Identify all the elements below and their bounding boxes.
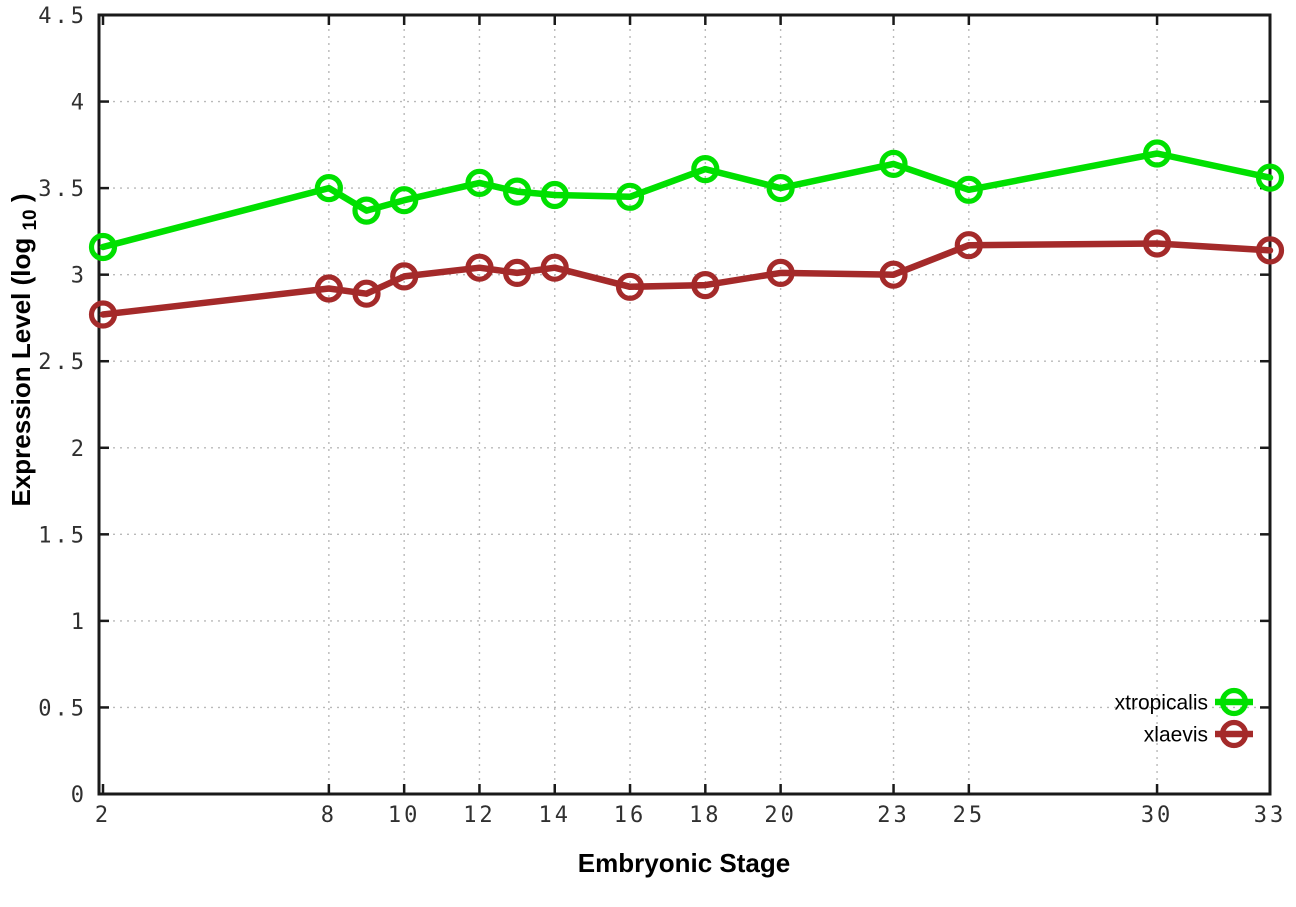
xtropicalis-point [88,232,118,262]
xlaevis-point [314,274,343,303]
y-tick-label: 4.5 [38,4,87,29]
legend-marker-icon [1219,719,1249,749]
xtropicalis-point [540,180,569,210]
xlaevis-point [615,272,645,301]
plot-border [97,13,1272,796]
y-tick-label: 0 [71,783,87,808]
x-tick-label: 20 [764,803,797,828]
xlaevis-point [1255,236,1285,265]
xlaevis-point [352,279,381,308]
xtropicalis-point [465,168,494,197]
y-tick-label: 4 [71,91,87,116]
y-tick-label: 3.5 [38,177,87,202]
xtropicalis-point [691,155,720,184]
legend-label: xtropicalis [1115,692,1208,715]
y-tick-label: 2 [71,437,87,462]
xlaevis-point [1142,229,1172,258]
xtropicalis-point [1142,139,1172,168]
xlaevis-point [465,253,494,282]
xlaevis-point [390,262,419,291]
xlaevis-line [99,240,1274,318]
grid-lines [99,15,1270,794]
xtropicalis-point [954,175,983,204]
legend-label: xlaevis [1144,724,1208,747]
x-tick-label: 8 [321,803,337,828]
legend-item-xtropicalis: xtropicalis [1115,687,1253,717]
y-axis-title-subscript: 10 [20,209,41,230]
y-axis-title-close: ) [6,193,36,202]
legend: xtropicalis xlaevis [1115,687,1253,749]
xlaevis-point [540,253,569,282]
x-tick-label: 18 [689,803,722,828]
y-tick-label: 1.5 [38,523,87,548]
y-tick-label: 1 [71,610,87,635]
xtropicalis-point [1255,163,1285,192]
xlaevis-point [88,300,118,329]
y-axis-title: Expression Level (log 10 ) [6,193,42,506]
xtropicalis-point [766,174,795,203]
xtropicalis-point [615,182,645,211]
legend-item-xlaevis: xlaevis [1144,719,1253,749]
x-tick-label: 33 [1254,803,1287,828]
x-tick-label: 14 [538,803,571,828]
y-axis-title-text: Expression Level (log [6,238,36,507]
xlaevis-point [766,258,795,287]
xtropicalis-point [314,174,343,203]
xtropicalis-point [502,177,532,206]
x-tick-label: 23 [877,803,910,828]
x-tick-label: 2 [95,803,111,828]
x-tick-label: 16 [614,803,647,828]
x-axis-title: Embryonic Stage [578,848,790,878]
y-tick-label: 0.5 [38,696,87,721]
xlaevis-point [691,271,720,300]
data-series [88,139,1285,329]
xtropicalis-point [352,196,381,225]
x-tick-label: 12 [463,803,496,828]
xlaevis-point [954,231,983,260]
xtropicalis-point [879,149,908,178]
xlaevis-point [879,260,908,289]
xtropicalis-point [390,186,419,215]
legend-marker-icon [1219,687,1249,717]
x-tick-label: 25 [953,803,986,828]
x-tick-label: 30 [1141,803,1174,828]
y-tick-label: 3 [71,264,87,289]
xlaevis-point [502,258,532,287]
x-tick-label: 10 [388,803,421,828]
xtropicalis-line [99,150,1274,251]
axes: 2 8 10 12 14 16 18 20 23 25 30 33 0 0.5 1 1.5 2 2.5 3 3.5 4 4… [38,4,1287,828]
y-tick-label: 2.5 [38,350,87,375]
